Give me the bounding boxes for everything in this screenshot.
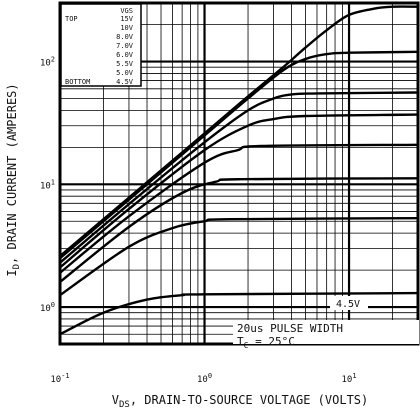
y-tick-label: 102 xyxy=(40,56,55,69)
curve-2 xyxy=(59,50,419,260)
x-tick-label: 10-1 xyxy=(50,372,69,385)
y-axis-label: ID, DRAIN CURRENT (AMPERES) xyxy=(5,83,22,276)
legend-entry: 5.5V xyxy=(116,60,134,68)
conditions-box: 20us PULSE WIDTH TC = 25°C xyxy=(233,320,419,350)
curve-3 xyxy=(59,91,419,264)
legend-entry: 10V xyxy=(120,24,133,32)
legend-entry: 4.5V xyxy=(116,78,134,86)
curve-5 xyxy=(59,143,419,274)
legend-entry: 8.0V xyxy=(116,33,134,41)
curve-6 xyxy=(59,177,419,283)
y-tick-label: 101 xyxy=(40,178,55,191)
legend-top-label: TOP xyxy=(65,15,78,23)
curve-7 xyxy=(59,217,419,297)
curve-8 xyxy=(59,291,419,336)
legend-entry: 7.0V xyxy=(116,42,134,50)
legend-entry: 5.0V xyxy=(116,69,134,77)
temperature-text: TC = 25°C xyxy=(237,335,295,350)
legend-bottom-label: BOTTOM xyxy=(65,78,90,86)
y-tick-labels: 100 101 102 xyxy=(40,56,55,314)
legend-header: VGS xyxy=(120,7,133,15)
legend-box: VGS TOP BOTTOM 15V10V8.0V7.0V6.0V5.5V5.0… xyxy=(60,3,142,87)
x-axis-label: VDS, DRAIN-TO-SOURCE VOLTAGE (VOLTS) xyxy=(112,393,369,410)
curve-4 xyxy=(59,113,419,269)
curve-label-4-5v: 4.5V xyxy=(336,299,360,310)
legend-entry: 6.0V xyxy=(116,51,134,59)
x-tick-label: 100 xyxy=(197,372,212,385)
curve-label-group: 4.5V xyxy=(330,296,368,310)
legend-entry: 15V xyxy=(120,15,133,23)
pulse-width-text: 20us PULSE WIDTH xyxy=(237,322,343,335)
curve-1 xyxy=(59,5,419,258)
curves xyxy=(59,5,419,336)
x-tick-label: 101 xyxy=(342,372,357,385)
x-tick-labels: 10-1 100 101 xyxy=(50,372,356,385)
y-tick-label: 100 xyxy=(40,301,55,314)
